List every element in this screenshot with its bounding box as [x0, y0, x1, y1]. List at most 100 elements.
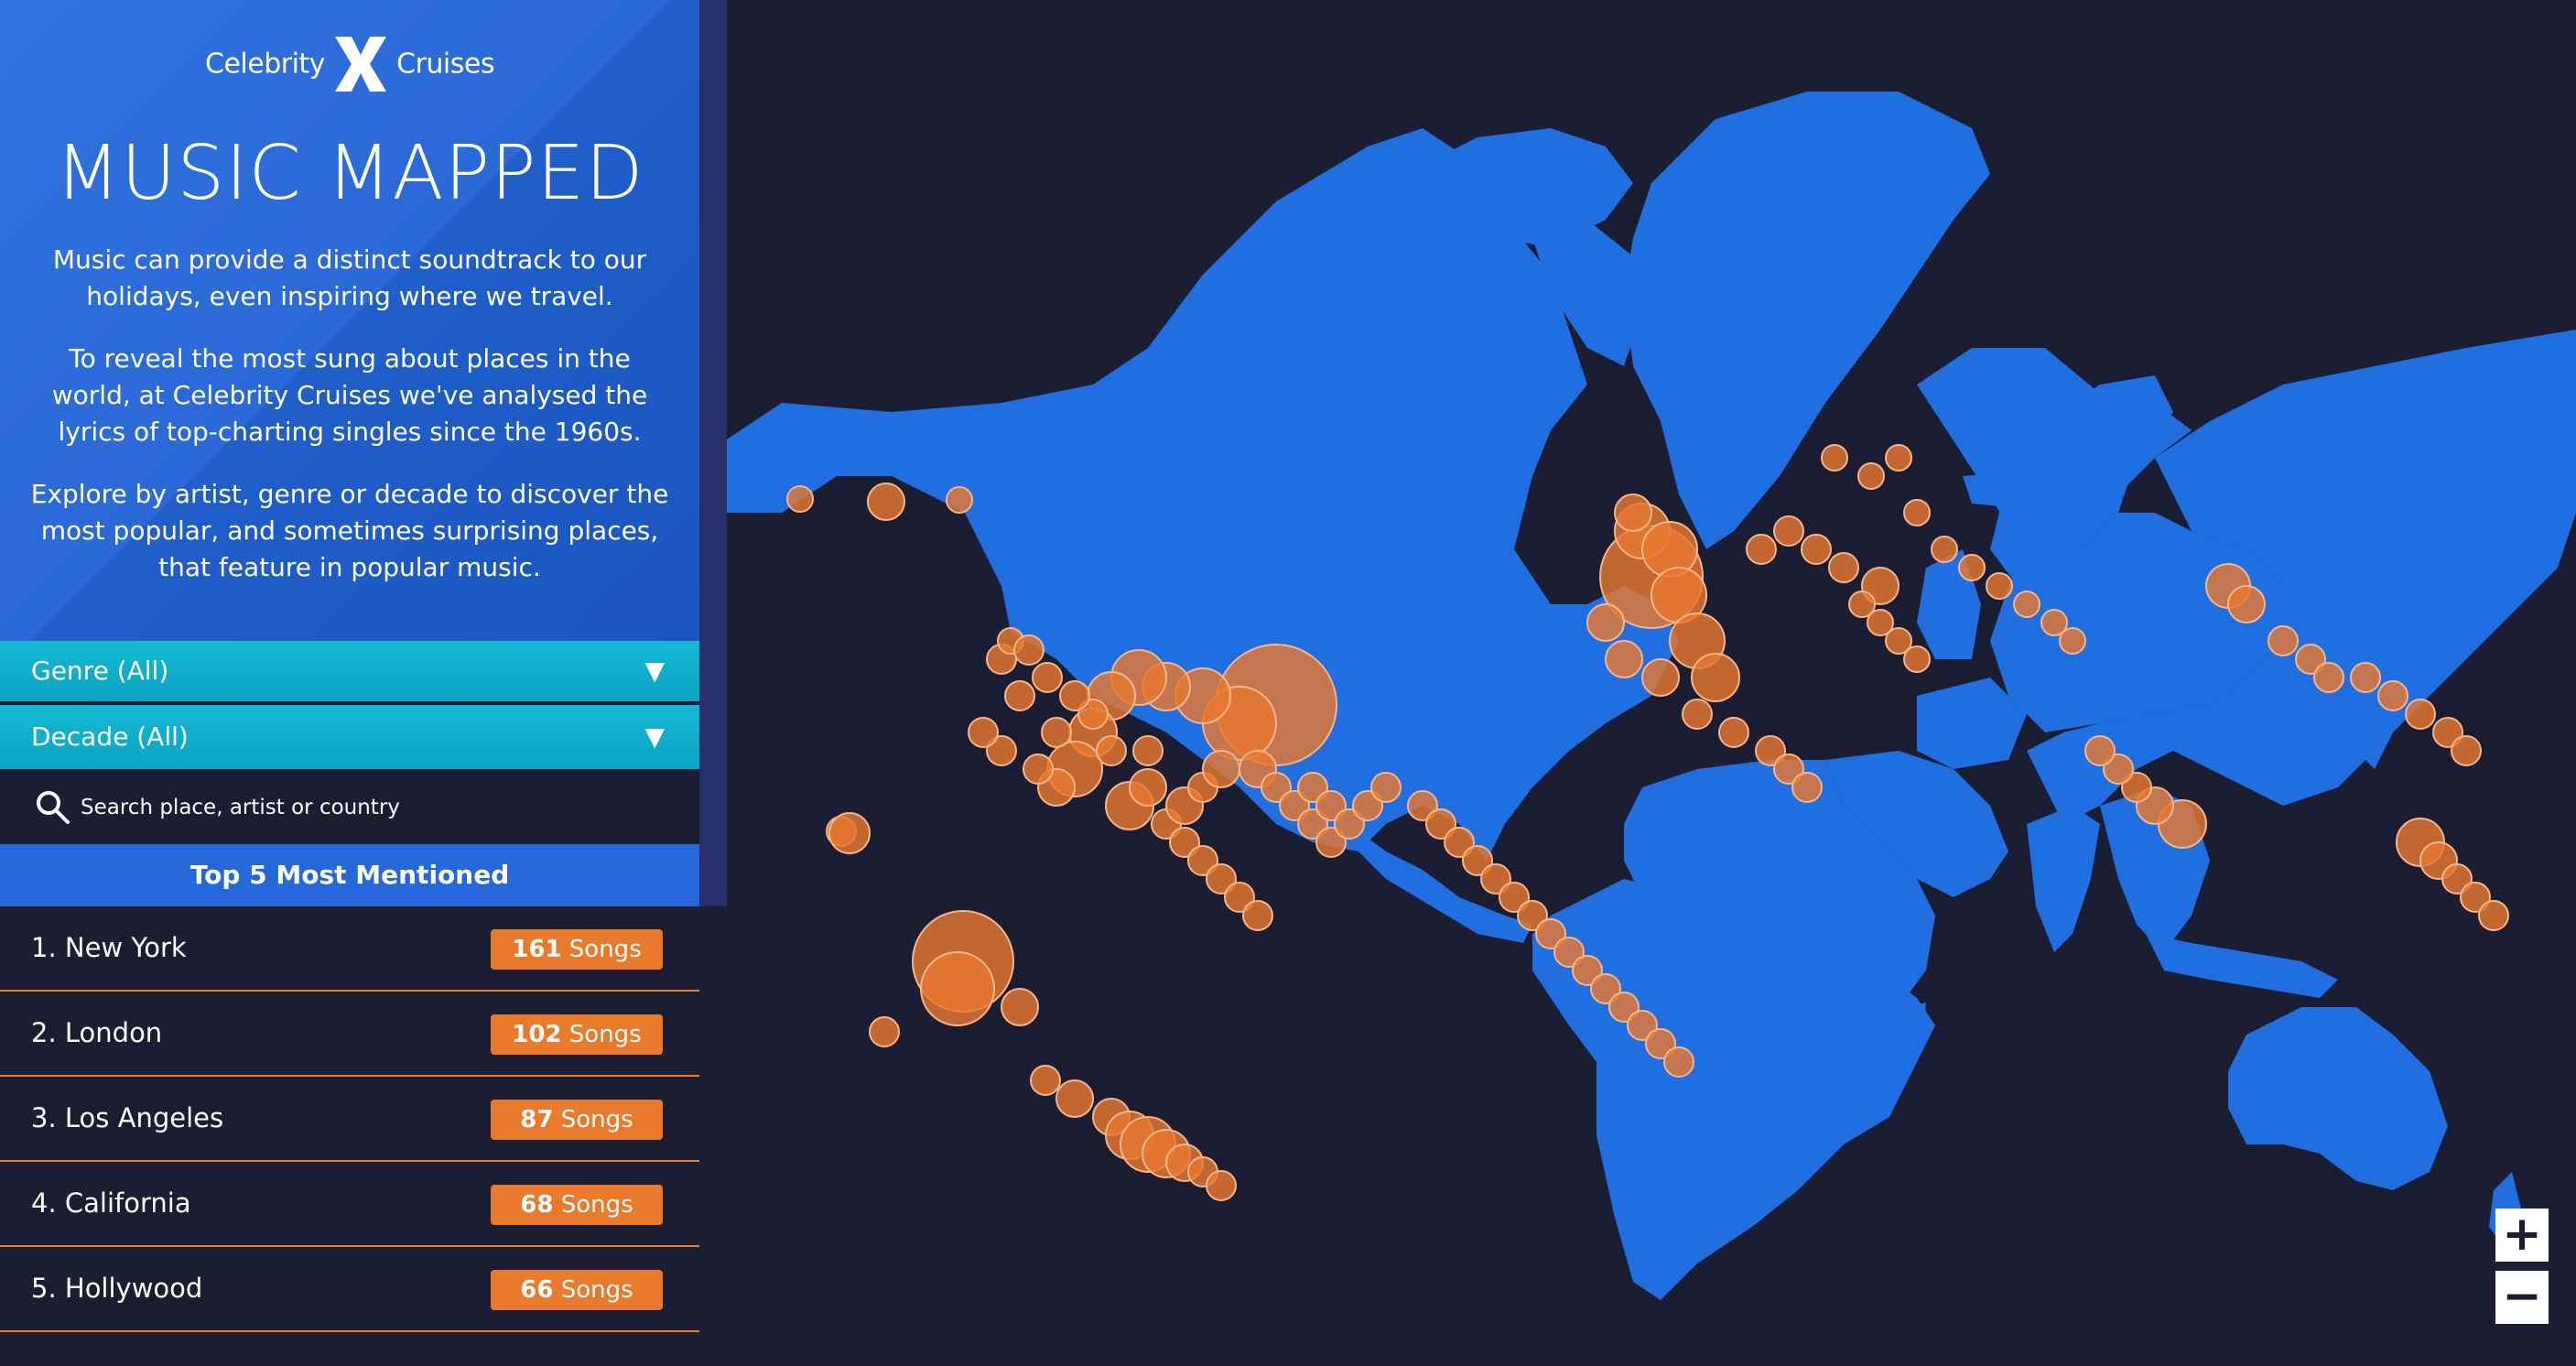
list-item[interactable]: 3. Los Angeles 87 Songs — [0, 1077, 699, 1162]
zoom-in-button[interactable]: + — [2495, 1209, 2549, 1262]
song-marker[interactable] — [1055, 1079, 1094, 1118]
song-marker[interactable] — [1958, 554, 1986, 581]
song-marker[interactable] — [968, 717, 999, 748]
song-marker[interactable] — [786, 485, 814, 513]
intro-text-1: Music can provide a distinct soundtrack … — [52, 244, 647, 311]
search-input[interactable] — [79, 787, 668, 828]
song-marker[interactable] — [1023, 753, 1054, 785]
song-marker[interactable] — [2405, 699, 2436, 730]
song-marker[interactable] — [1801, 534, 1832, 565]
song-marker[interactable] — [1867, 609, 1894, 636]
song-marker[interactable] — [1605, 640, 1643, 678]
x-logo-icon — [335, 37, 387, 92]
song-count-badge: 68 Songs — [491, 1185, 663, 1225]
central-america — [1349, 824, 1532, 943]
song-marker[interactable] — [1791, 772, 1823, 803]
song-marker[interactable] — [1848, 591, 1876, 618]
song-marker[interactable] — [1202, 750, 1240, 788]
song-marker[interactable] — [1903, 645, 1931, 673]
song-count-badge: 87 Songs — [491, 1100, 663, 1140]
intro-text-3: Explore by artist, genre or decade to di… — [30, 479, 669, 582]
song-marker[interactable] — [2478, 900, 2509, 931]
minus-icon: − — [2502, 1269, 2542, 1324]
map-canvas[interactable] — [727, 0, 2576, 1362]
song-marker[interactable] — [1001, 988, 1039, 1026]
song-marker[interactable] — [1885, 627, 1912, 655]
song-marker[interactable] — [946, 486, 973, 514]
brand-left: Celebrity — [205, 48, 325, 81]
land-masses — [727, 92, 2576, 1300]
top5-list: 1. New York 161 Songs 2. London 102 Song… — [0, 906, 699, 1332]
song-markers[interactable] — [786, 444, 2509, 1201]
panel-divider — [699, 0, 727, 906]
song-marker[interactable] — [828, 812, 871, 854]
song-marker[interactable] — [1931, 536, 1958, 563]
song-marker[interactable] — [2059, 627, 2086, 655]
decade-dropdown[interactable]: Decade (All) ▼ — [0, 705, 699, 769]
place-name: 4. California — [31, 1187, 191, 1219]
song-marker[interactable] — [1828, 552, 1859, 583]
song-marker[interactable] — [869, 1016, 900, 1047]
song-marker[interactable] — [1032, 662, 1063, 693]
iberia — [1917, 678, 2027, 769]
song-marker[interactable] — [1004, 680, 1035, 711]
list-item[interactable]: 5. Hollywood 66 Songs — [0, 1247, 699, 1332]
song-marker[interactable] — [1129, 768, 1167, 807]
song-marker[interactable] — [920, 951, 995, 1026]
india — [2027, 806, 2100, 952]
song-marker[interactable] — [1718, 717, 1749, 748]
song-marker[interactable] — [1885, 444, 1912, 472]
song-marker[interactable] — [1821, 444, 1848, 472]
song-marker[interactable] — [1059, 680, 1090, 711]
place-name: 3. Los Angeles — [31, 1102, 224, 1133]
song-marker[interactable] — [1903, 499, 1931, 526]
madagascar — [1899, 1003, 1926, 1071]
song-marker[interactable] — [2268, 625, 2299, 656]
australia — [2228, 1007, 2448, 1190]
song-marker[interactable] — [1013, 634, 1044, 666]
song-marker[interactable] — [1641, 658, 1680, 697]
song-marker[interactable] — [2350, 662, 2381, 693]
song-marker[interactable] — [2451, 735, 2482, 766]
song-marker[interactable] — [2040, 609, 2068, 636]
brand-right: Cruises — [396, 48, 494, 81]
song-marker[interactable] — [1986, 572, 2013, 600]
world-map[interactable] — [727, 0, 2576, 1362]
song-marker[interactable] — [2013, 591, 2040, 618]
indonesia — [2146, 934, 2338, 998]
search-icon — [37, 791, 70, 824]
song-marker[interactable] — [1370, 772, 1402, 803]
intro-text-2: To reveal the most sung about places in … — [51, 343, 648, 447]
zoom-out-button[interactable]: − — [2495, 1271, 2549, 1324]
list-item[interactable]: 1. New York 161 Songs — [0, 906, 699, 992]
song-marker[interactable] — [1132, 735, 1164, 766]
song-marker[interactable] — [2377, 680, 2408, 711]
song-marker[interactable] — [1030, 1065, 1061, 1096]
song-marker[interactable] — [867, 482, 905, 521]
song-marker[interactable] — [2227, 585, 2266, 623]
song-marker[interactable] — [1041, 717, 1072, 748]
decade-label: Decade (All) — [31, 721, 189, 752]
song-marker[interactable] — [1682, 699, 1713, 730]
song-marker[interactable] — [1242, 900, 1273, 931]
song-marker[interactable] — [2313, 662, 2344, 693]
song-marker[interactable] — [1586, 603, 1625, 642]
list-item[interactable]: 2. London 102 Songs — [0, 992, 699, 1077]
song-marker[interactable] — [1206, 1170, 1237, 1201]
genre-dropdown[interactable]: Genre (All) ▼ — [0, 641, 699, 701]
scandinavia — [1990, 375, 2173, 586]
song-marker[interactable] — [1857, 462, 1885, 490]
africa — [1624, 760, 1935, 1154]
song-marker[interactable] — [1691, 653, 1740, 702]
song-marker[interactable] — [2084, 735, 2116, 766]
song-marker[interactable] — [1746, 534, 1777, 565]
middle-east — [1825, 751, 2008, 897]
song-marker[interactable] — [1096, 735, 1127, 766]
song-marker[interactable] — [1773, 515, 1804, 547]
page-title: MUSIC MAPPED — [55, 130, 644, 217]
europe — [1917, 348, 2283, 732]
place-name: 5. Hollywood — [31, 1273, 203, 1304]
song-marker[interactable] — [1663, 1046, 1694, 1078]
list-item[interactable]: 4. California 68 Songs — [0, 1162, 699, 1247]
song-marker[interactable] — [1614, 493, 1652, 532]
